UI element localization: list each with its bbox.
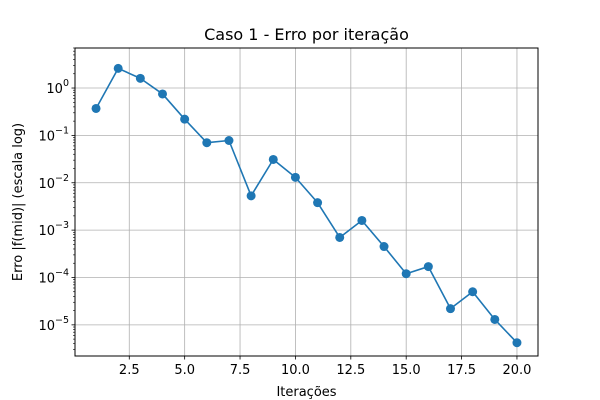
x-tick-label: 17.5 (447, 363, 476, 378)
x-tick-label: 12.5 (336, 363, 365, 378)
y-tick-base: 10 (38, 224, 55, 239)
y-tick-label: 10−3 (38, 220, 69, 239)
y-tick-exponent: 0 (63, 78, 69, 89)
y-tick-label: 10−2 (38, 173, 69, 192)
data-point (135, 73, 145, 83)
y-axis-label: Erro |f(mid)| (escala log) (11, 123, 26, 281)
data-point (180, 114, 190, 124)
x-axis-label: Iterações (276, 385, 336, 400)
data-point (158, 89, 168, 99)
data-point (401, 269, 411, 279)
x-tick-label: 10.0 (281, 363, 310, 378)
data-layer (91, 63, 522, 348)
data-point (313, 198, 323, 208)
y-tick-base: 10 (38, 319, 55, 334)
data-point (423, 262, 433, 272)
data-point (379, 242, 389, 252)
y-tick-exponent: −5 (55, 315, 69, 326)
x-tick-label: 15.0 (392, 363, 421, 378)
plot-frame (74, 47, 539, 357)
data-point (357, 215, 367, 225)
y-tick-base: 10 (38, 271, 55, 286)
data-point (268, 154, 278, 164)
y-tick-exponent: −4 (55, 267, 69, 278)
series-line (95, 67, 518, 344)
tick-layer: 2.5 5.0 7.5 10.0 12.5 15.0 17.5 20.010−510−410−… (38, 47, 531, 378)
x-tick-label: 5.0 (174, 363, 195, 378)
data-point (91, 103, 101, 113)
chart-title: Caso 1 - Erro por iteração (204, 25, 409, 44)
data-point (468, 287, 478, 297)
y-tick-label: 10−1 (38, 125, 69, 144)
y-tick-base: 10 (38, 129, 55, 144)
data-point (290, 172, 300, 182)
y-tick-exponent: −3 (55, 220, 69, 231)
y-tick-base: 10 (46, 82, 63, 97)
data-point (224, 136, 234, 146)
data-point (512, 338, 522, 348)
grid-layer (75, 48, 538, 356)
y-tick-exponent: −1 (55, 125, 69, 136)
y-tick-label: 10−5 (38, 315, 69, 334)
y-tick-label: 100 (46, 78, 69, 97)
x-tick-label: 20.0 (502, 363, 531, 378)
data-point (113, 63, 123, 73)
data-point (445, 304, 455, 314)
data-point (202, 138, 212, 148)
data-point (335, 232, 345, 242)
y-tick-exponent: −2 (55, 173, 69, 184)
data-point (490, 314, 500, 324)
y-tick-label: 10−4 (38, 267, 69, 286)
x-tick-label: 7.5 (230, 363, 251, 378)
y-tick-base: 10 (38, 177, 55, 192)
x-tick-label: 2.5 (119, 363, 140, 378)
data-point (246, 191, 256, 201)
